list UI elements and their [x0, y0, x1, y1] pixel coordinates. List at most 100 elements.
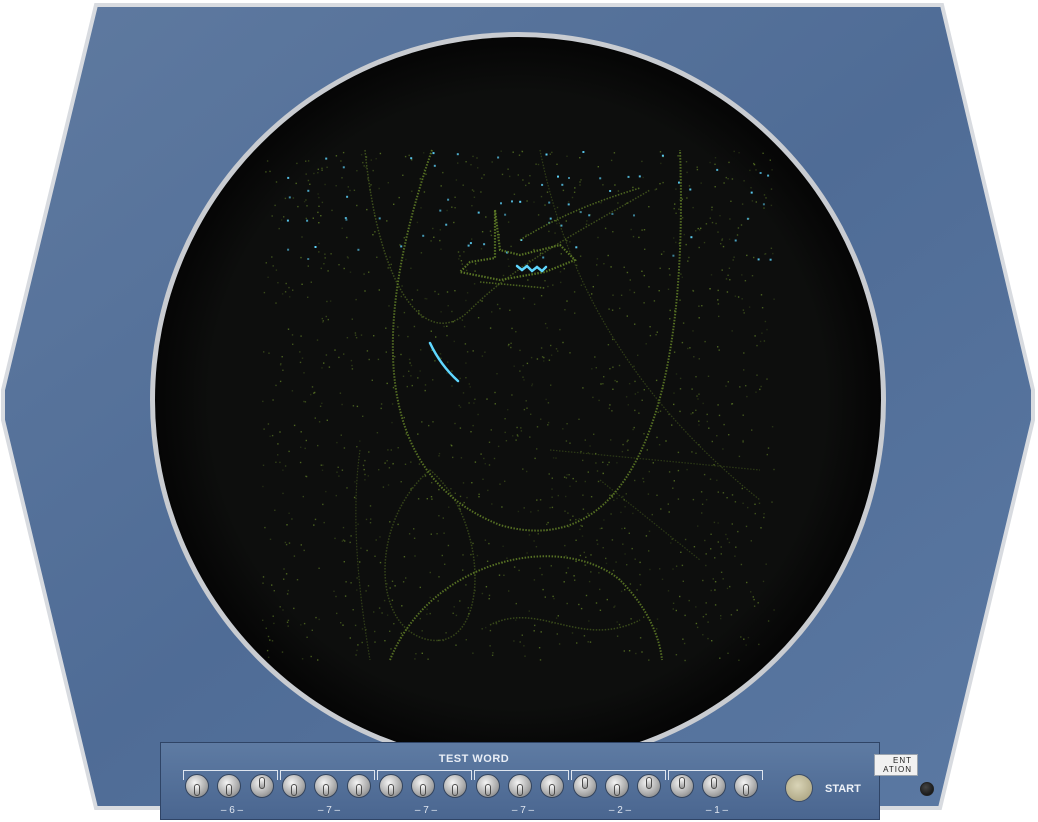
test-word-switch[interactable] [217, 774, 242, 798]
phosphor-speck [529, 436, 531, 438]
phosphor-speck [562, 341, 564, 344]
phosphor-speck [430, 240, 432, 242]
test-word-switch[interactable] [281, 774, 306, 798]
star [288, 196, 291, 199]
test-word-switch[interactable] [604, 774, 629, 798]
phosphor-speck [300, 624, 302, 626]
phosphor-speck [667, 288, 670, 290]
phosphor-speck [459, 406, 462, 408]
phosphor-speck [605, 562, 608, 565]
phosphor-speck [695, 452, 697, 454]
phosphor-speck [341, 177, 343, 179]
phosphor-speck [563, 476, 566, 478]
star [400, 245, 403, 248]
phosphor-speck [595, 462, 597, 464]
phosphor-speck [522, 364, 524, 367]
power-knob[interactable] [920, 782, 934, 796]
phosphor-speck [489, 645, 491, 647]
star [582, 151, 585, 153]
start-button[interactable] [785, 774, 813, 802]
phosphor-speck [440, 185, 442, 187]
star [557, 175, 559, 178]
test-word-switch[interactable] [378, 774, 403, 798]
test-word-switch[interactable] [572, 774, 597, 798]
star [672, 254, 675, 257]
test-word-switch[interactable] [443, 774, 468, 798]
phosphor-speck [366, 208, 368, 211]
phosphor-speck [639, 573, 641, 576]
phosphor-speck [344, 540, 346, 542]
phosphor-speck [463, 501, 465, 504]
phosphor-speck [717, 299, 719, 301]
phosphor-speck [612, 338, 614, 341]
test-word-switch[interactable] [508, 774, 532, 798]
phosphor-speck [520, 427, 522, 429]
phosphor-speck [667, 503, 669, 505]
phosphor-speck [338, 264, 340, 266]
phosphor-speck [414, 555, 416, 557]
phosphor-speck [725, 278, 728, 280]
phosphor-speck [731, 178, 734, 180]
star [325, 157, 328, 160]
phosphor-speck [466, 351, 469, 353]
test-word-switch[interactable] [637, 774, 662, 798]
phosphor-speck [365, 166, 367, 168]
star [378, 217, 381, 220]
phosphor-speck [754, 335, 756, 337]
torpedo-trail [428, 341, 460, 383]
orbit-trace [391, 149, 682, 532]
phosphor-speck [420, 252, 423, 254]
phosphor-speck [398, 196, 400, 199]
phosphor-speck [470, 431, 472, 433]
phosphor-speck [610, 513, 612, 515]
phosphor-speck [574, 187, 576, 189]
star [611, 213, 614, 215]
phosphor-speck [434, 360, 436, 362]
phosphor-speck [730, 614, 733, 616]
phosphor-speck [521, 150, 524, 153]
test-word-switch[interactable] [701, 774, 726, 798]
phosphor-speck [457, 251, 460, 253]
phosphor-speck [365, 628, 367, 631]
test-word-switch[interactable] [346, 774, 371, 798]
phosphor-speck [400, 632, 403, 634]
phosphor-speck [310, 281, 312, 283]
phosphor-speck [576, 264, 578, 267]
phosphor-speck [370, 159, 372, 161]
phosphor-speck [543, 360, 545, 362]
phosphor-speck [399, 244, 401, 246]
phosphor-speck [643, 389, 645, 391]
phosphor-speck [761, 332, 763, 334]
test-word-switch[interactable] [475, 774, 500, 798]
phosphor-speck [528, 182, 530, 184]
phosphor-speck [709, 288, 711, 290]
test-word-switch[interactable] [734, 774, 759, 798]
phosphor-speck [477, 317, 480, 319]
phosphor-speck [465, 639, 467, 641]
phosphor-speck [292, 197, 295, 199]
test-word-switch[interactable] [314, 774, 339, 798]
phosphor-speck [641, 270, 643, 272]
phosphor-speck [714, 163, 716, 165]
test-word-switch[interactable] [669, 774, 694, 798]
phosphor-speck [491, 654, 494, 656]
phosphor-speck [612, 388, 614, 390]
star [506, 251, 509, 254]
phosphor-speck [431, 498, 433, 500]
phosphor-speck [389, 587, 391, 589]
phosphor-speck [447, 305, 449, 307]
phosphor-speck [307, 265, 309, 267]
test-word-switch[interactable] [185, 774, 209, 798]
phosphor-speck [501, 173, 504, 176]
star [342, 166, 345, 169]
test-word-switch[interactable] [540, 774, 565, 798]
phosphor-speck [431, 349, 433, 351]
phosphor-speck [432, 379, 434, 381]
phosphor-speck [737, 296, 740, 298]
test-word-switch[interactable] [411, 774, 436, 798]
phosphor-speck [614, 605, 616, 607]
phosphor-speck [265, 262, 267, 264]
phosphor-speck [611, 539, 614, 541]
phosphor-speck [330, 253, 332, 255]
test-word-switch[interactable] [249, 774, 274, 798]
